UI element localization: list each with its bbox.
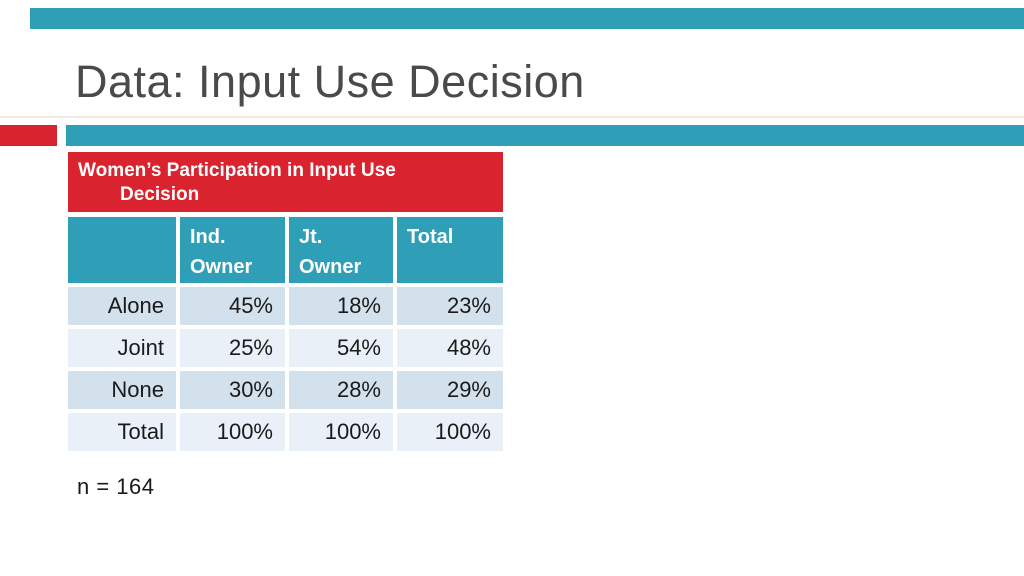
table-cell: 54% (289, 329, 393, 367)
table-title-line1: Women’s Participation in Input Use (78, 160, 396, 181)
row-label: Total (68, 413, 176, 451)
slide-title: Data: Input Use Decision (75, 56, 585, 107)
table-header-ind-owner: Ind. Owner (180, 217, 285, 283)
table-cell: 23% (397, 287, 503, 325)
table-cell: 100% (180, 413, 285, 451)
table-cell: 28% (289, 371, 393, 409)
table-cell: 45% (180, 287, 285, 325)
teal-accent-band (66, 125, 1024, 146)
row-label: Joint (68, 329, 176, 367)
table-cell: 29% (397, 371, 503, 409)
top-accent-bar (30, 8, 1024, 29)
table-cell: 48% (397, 329, 503, 367)
row-label: None (68, 371, 176, 409)
row-label: Alone (68, 287, 176, 325)
table-cell: 25% (180, 329, 285, 367)
sample-size-note: n = 164 (77, 474, 155, 499)
table-cell: 18% (289, 287, 393, 325)
table-header-jt-owner: Jt. Owner (289, 217, 393, 283)
participation-table: Ind. Owner Jt. Owner Total Alone 45% 18%… (68, 217, 503, 451)
table-header-blank (68, 217, 176, 283)
left-red-accent (0, 125, 57, 146)
table-title-card: Women’s Participation in Input Use Decis… (68, 152, 503, 212)
table-header-total: Total (397, 217, 503, 283)
table-title-line2: Decision (120, 184, 200, 205)
title-divider-line (0, 116, 1024, 118)
table-cell: 30% (180, 371, 285, 409)
table-cell: 100% (289, 413, 393, 451)
table-cell: 100% (397, 413, 503, 451)
